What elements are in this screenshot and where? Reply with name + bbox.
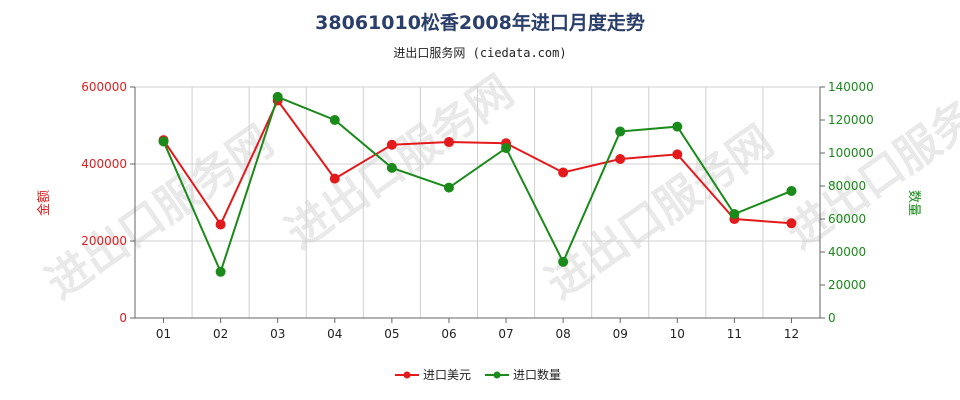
series-qty-point-10: [672, 121, 683, 132]
series-qty-point-12: [786, 185, 797, 196]
y-right-tick-label-7: 140000: [828, 80, 874, 94]
x-tick-label-7: 08: [555, 327, 570, 341]
series-usd-point-09: [615, 153, 626, 164]
legend-label-qty: 进口数量: [513, 367, 561, 382]
x-tick-label-0: 01: [156, 327, 171, 341]
x-tick-label-9: 10: [670, 327, 685, 341]
x-tick-label-5: 06: [441, 327, 456, 341]
y-right-tick-label-0: 0: [828, 311, 836, 325]
y-right-tick-label-2: 40000: [828, 245, 866, 259]
x-tick-label-8: 09: [613, 327, 628, 341]
legend-swatch-dot-qty: [493, 371, 501, 379]
series-qty-point-06: [443, 182, 454, 193]
series-usd-point-06: [443, 137, 454, 148]
legend: 进口美元 进口数量: [395, 367, 561, 382]
y-axis-left-label: 金额: [36, 190, 52, 216]
x-tick-label-4: 05: [384, 327, 399, 341]
series-line-usd: [162, 98, 792, 227]
y-left-tick-label-2: 400000: [81, 157, 127, 171]
x-tick-label-10: 11: [727, 327, 742, 341]
y-axis-right-label: 数量: [906, 190, 921, 216]
series-qty-point-03: [272, 91, 283, 102]
series-line-qty: [162, 95, 792, 275]
y-right-tick-label-4: 80000: [828, 179, 866, 193]
y-left-tick-label-0: 0: [119, 311, 127, 325]
legend-label-usd: 进口美元: [423, 368, 471, 382]
x-tick-label-3: 04: [327, 327, 342, 341]
y-left-tick-label-3: 600000: [81, 80, 127, 94]
y-right-tick-label-1: 20000: [828, 278, 866, 292]
series-usd-point-12: [786, 218, 797, 229]
series-layer: [158, 91, 797, 277]
series-usd-point-04: [329, 173, 340, 184]
y-right-tick-label-6: 120000: [828, 113, 874, 127]
series-qty-point-05: [386, 162, 397, 173]
x-tick-label-1: 02: [213, 327, 228, 341]
watermark-2: 进出口服务网: [537, 116, 783, 309]
x-tick-label-2: 03: [270, 327, 285, 341]
watermark-0: 进出口服务网: [37, 116, 283, 309]
series-usd-point-10: [672, 149, 683, 160]
series-qty-point-11: [729, 209, 740, 220]
y-right-tick-label-3: 60000: [828, 212, 866, 226]
series-qty-point-01: [158, 136, 169, 147]
x-tick-label-6: 07: [498, 327, 513, 341]
series-qty-point-08: [558, 256, 569, 267]
watermark-3: 进出口服务网: [777, 66, 960, 259]
y-right-tick-label-5: 100000: [828, 146, 874, 160]
series-qty-point-07: [501, 143, 512, 154]
series-usd-point-08: [558, 167, 569, 178]
y-left-tick-label-1: 200000: [81, 234, 127, 248]
series-usd-point-05: [386, 139, 397, 150]
chart-title: 38061010松香2008年进口月度走势: [315, 12, 645, 34]
series-usd-point-02: [215, 219, 226, 230]
series-qty-point-02: [215, 266, 226, 277]
x-tick-label-11: 12: [784, 327, 799, 341]
legend-swatch-dot-usd: [403, 371, 411, 379]
axes: 0 200000 400000 600000 0 20000 40000 60000 80000…: [36, 80, 921, 341]
series-qty-point-04: [329, 115, 340, 125]
series-qty-point-09: [615, 126, 626, 137]
chart-subtitle: 进出口服务网 (ciedata.com): [393, 46, 567, 60]
